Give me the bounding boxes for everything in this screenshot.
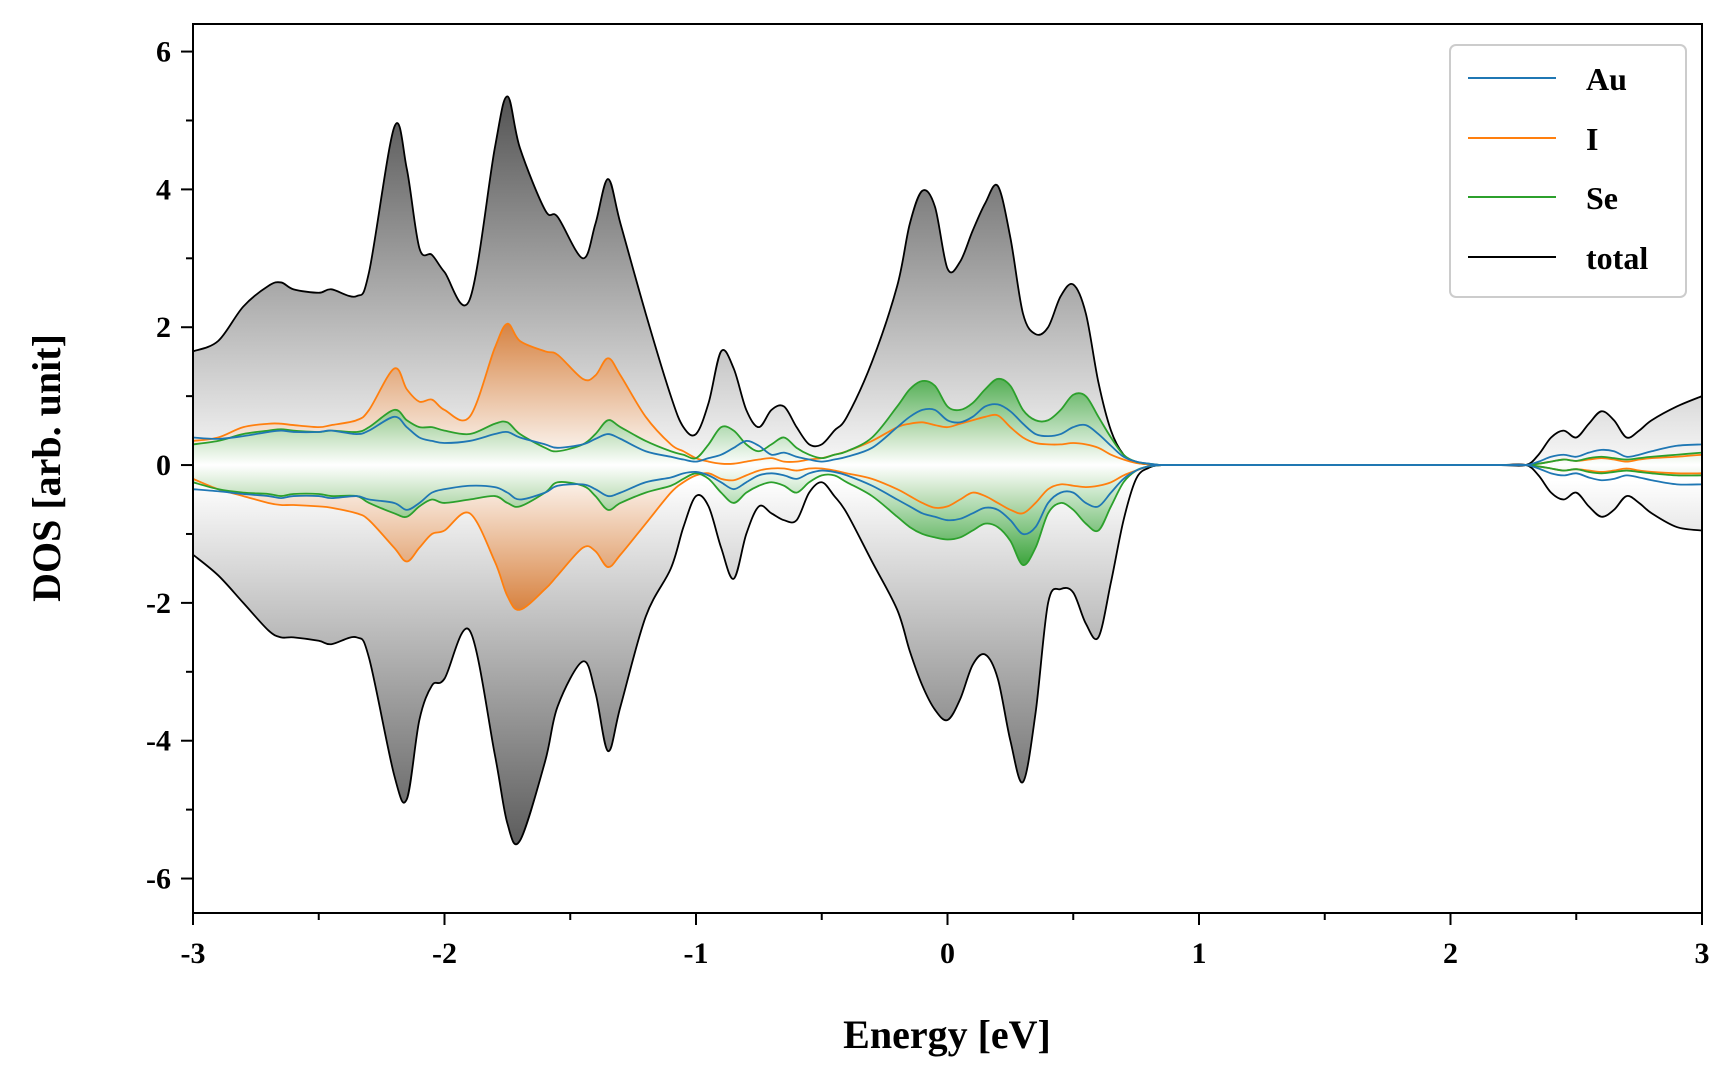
y-tick-label: -6 [146, 863, 171, 896]
x-tick-label: -2 [432, 937, 457, 970]
i-fill-down [193, 464, 1702, 610]
legend: Au I Se total [1449, 44, 1687, 298]
legend-total-label: total [1586, 240, 1648, 276]
x-tick-label: 3 [1695, 937, 1710, 970]
x-tick-label: 1 [1192, 937, 1207, 970]
y-axis-label: DOS [arb. unit] [24, 334, 69, 602]
x-tick-label: 0 [940, 937, 955, 970]
i-fill-up [193, 323, 1702, 466]
y-tick-label: 6 [156, 36, 171, 69]
x-axis-ticks: -3 -2 -1 0 1 2 3 [181, 913, 1710, 970]
x-tick-label: -3 [181, 937, 206, 970]
legend-au-label: Au [1586, 61, 1627, 97]
se-fill-down [193, 464, 1702, 566]
y-tick-label: -4 [146, 725, 171, 758]
y-tick-label: -2 [146, 587, 171, 620]
y-tick-label: 4 [156, 173, 171, 206]
y-axis-ticks: -6 -4 -2 0 2 4 6 [146, 36, 193, 896]
legend-se-label: Se [1586, 180, 1618, 216]
se-fill-up [193, 378, 1702, 466]
au-line-down [193, 463, 1702, 536]
x-axis-label: Energy [eV] [843, 1012, 1051, 1057]
legend-box [1449, 44, 1687, 298]
x-tick-label: 2 [1443, 937, 1458, 970]
legend-i-label: I [1586, 121, 1598, 157]
y-tick-label: 0 [156, 449, 171, 482]
series-lines [193, 95, 1702, 846]
x-tick-label: -1 [684, 937, 709, 970]
y-tick-label: 2 [156, 311, 171, 344]
